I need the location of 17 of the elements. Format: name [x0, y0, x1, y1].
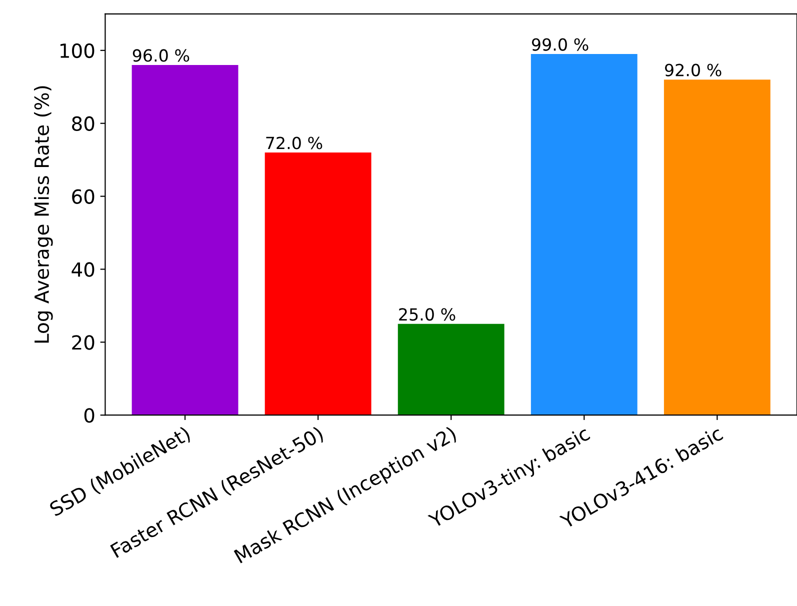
- y-tick-label: 0: [84, 408, 94, 423]
- y-tick-label: 20: [72, 335, 94, 350]
- data-label: 72.0 %: [266, 136, 322, 150]
- bar: [530, 54, 638, 416]
- bar: [398, 324, 504, 416]
- y-tick-label: 60: [72, 189, 94, 204]
- bar: [132, 64, 238, 416]
- y-axis-title: Log Average Miss Rate (%): [34, 86, 53, 343]
- data-label: 92.0 %: [665, 64, 722, 76]
- y-tick-label: 80: [72, 116, 94, 132]
- bar: [264, 152, 372, 416]
- bar: [664, 80, 770, 416]
- data-label: 96.0 %: [132, 49, 190, 62]
- data-label: 25.0 %: [399, 308, 456, 321]
- y-tick-label: 100: [60, 43, 94, 58]
- data-label: 99.0 %: [532, 38, 588, 51]
- y-tick-label: 40: [72, 262, 94, 277]
